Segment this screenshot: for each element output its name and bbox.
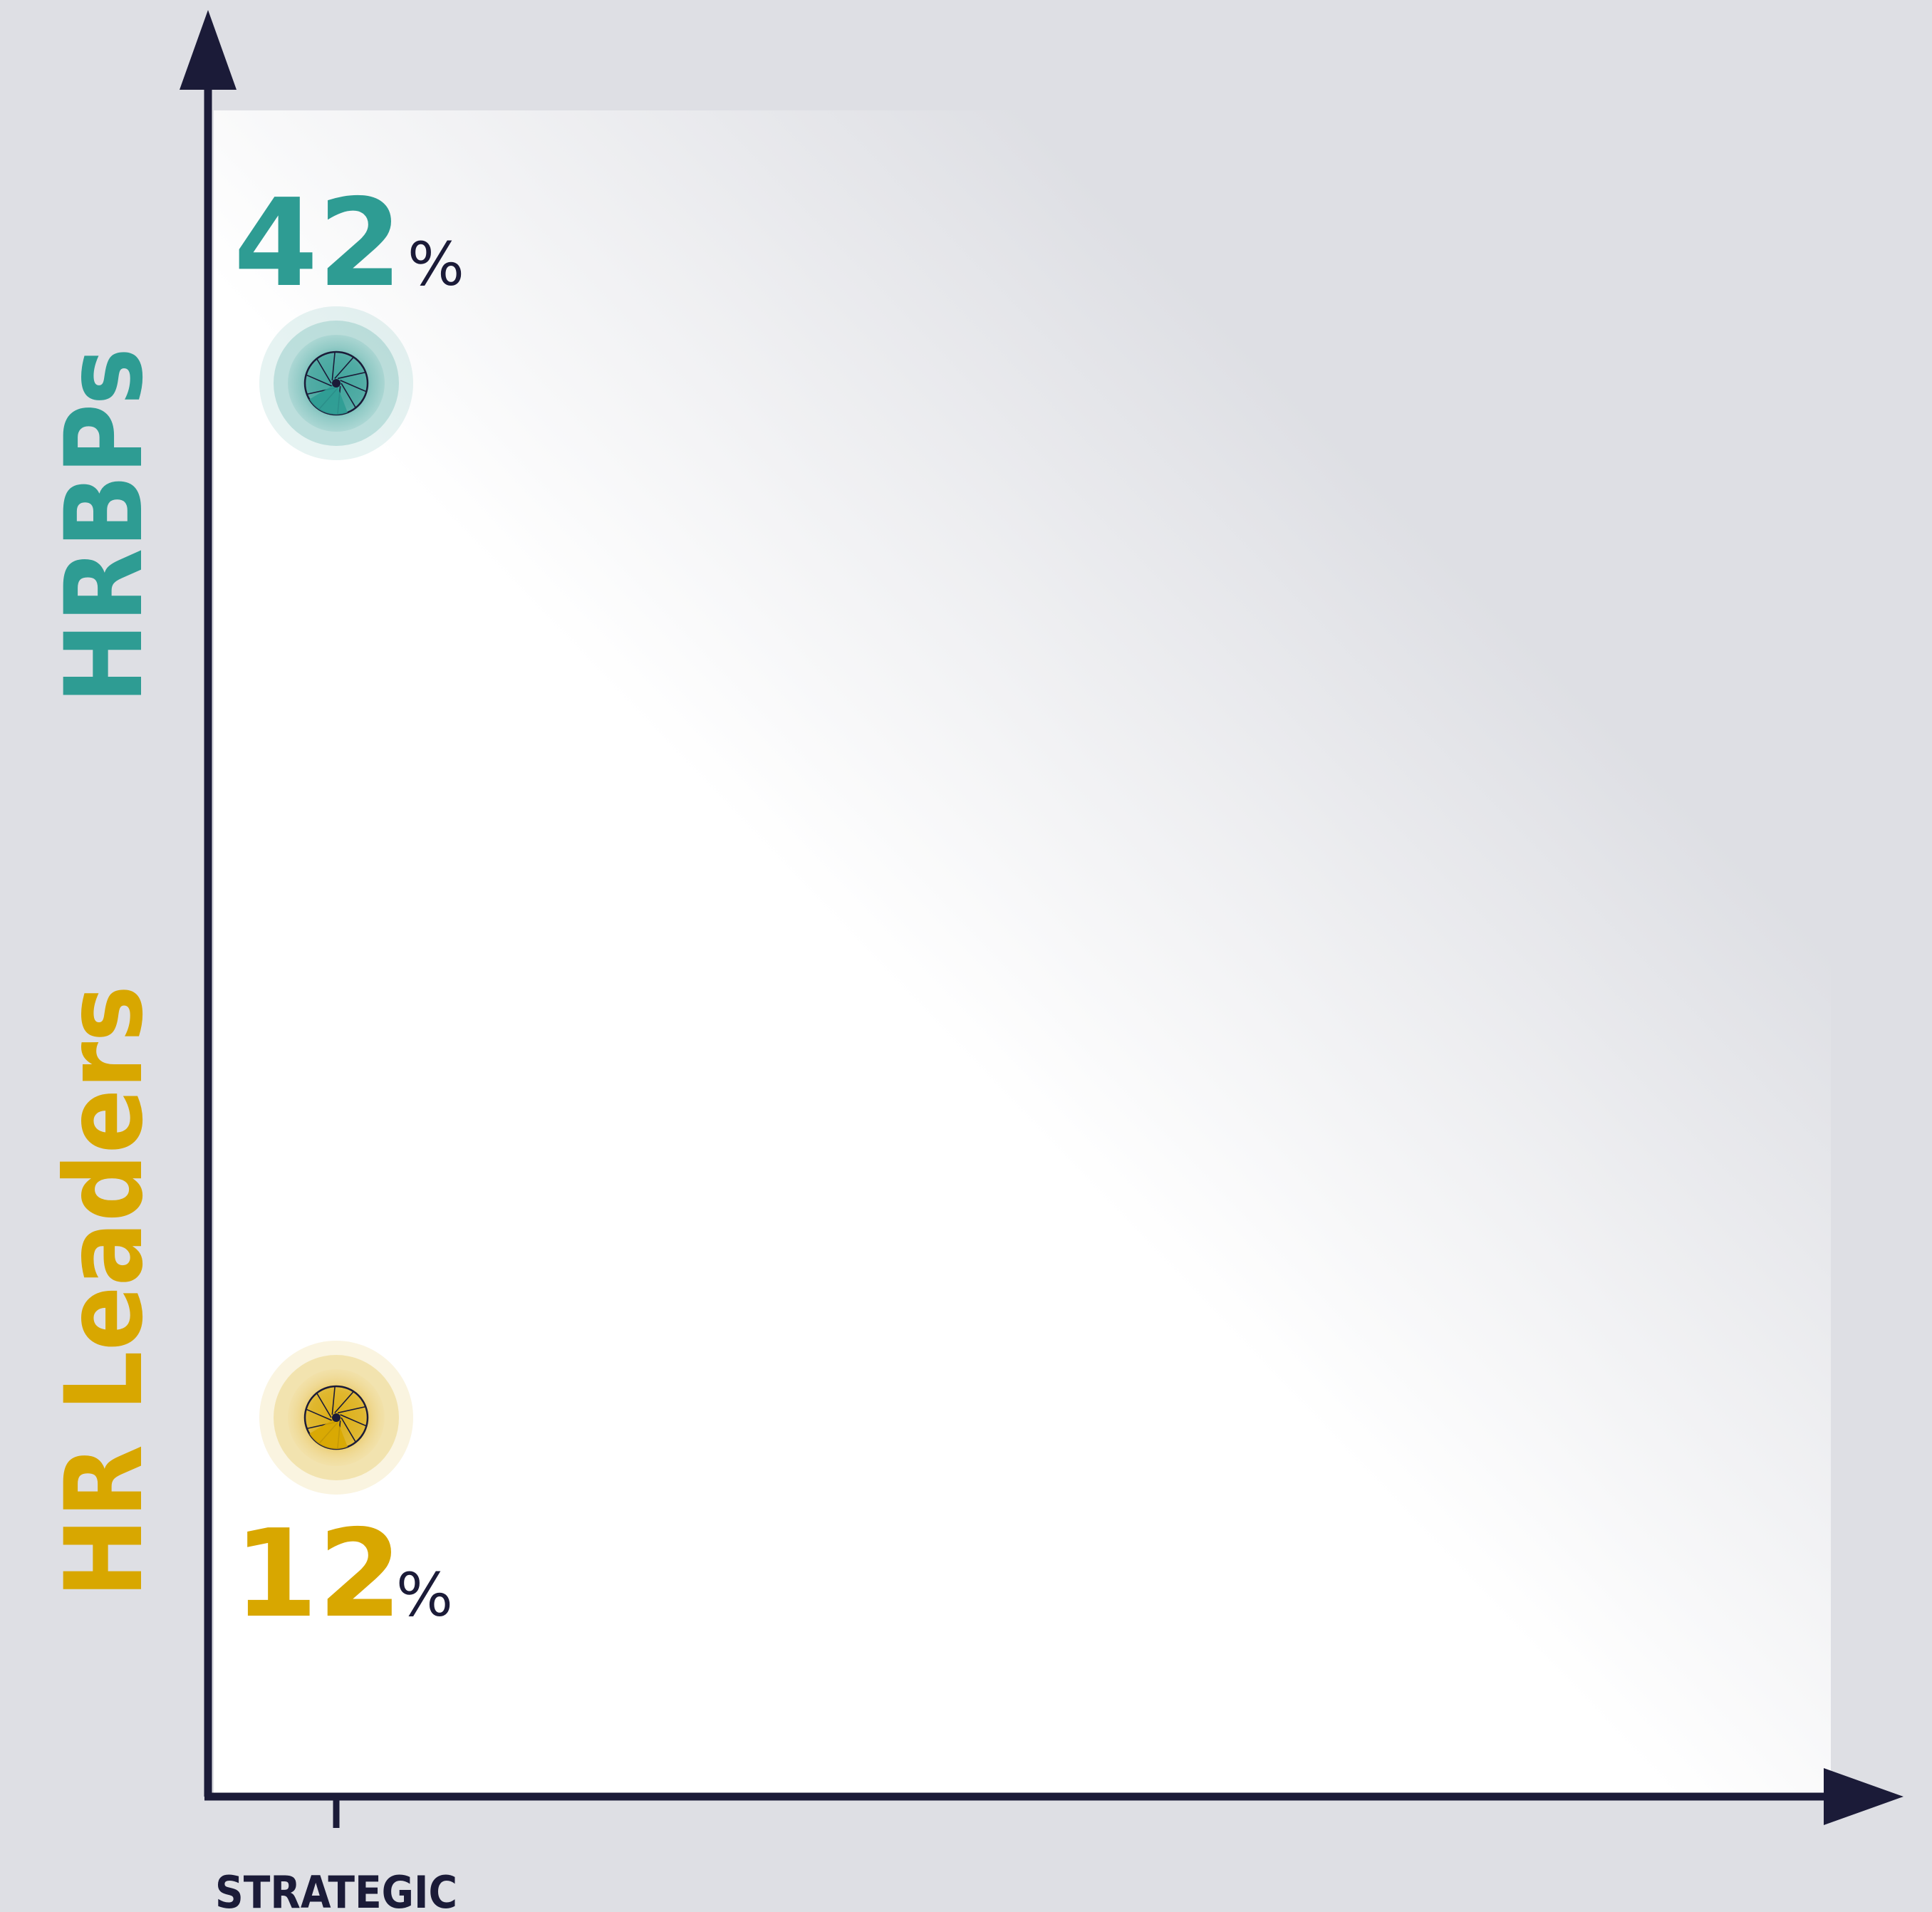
shutter-icon [303, 1385, 369, 1450]
shutter-blade [340, 1414, 367, 1427]
data-point [259, 306, 413, 460]
axes [180, 10, 1904, 1825]
y-axis-arrowhead [180, 10, 237, 90]
shutter-center [332, 379, 341, 388]
plot-panel [214, 110, 1831, 1795]
shutter-blade [334, 1391, 354, 1413]
x-axis-arrowhead [1824, 1768, 1904, 1825]
x-ticks: STRATEGIC [215, 1797, 457, 1912]
data-label-unit: % [407, 229, 464, 299]
shutter-blade [341, 1417, 357, 1443]
shutter-blade [340, 380, 367, 393]
series-label: HR Leaders [43, 985, 167, 1598]
shutter-blade [331, 351, 336, 380]
shutter-blade [337, 371, 366, 380]
shutter-blade-shade [309, 383, 348, 415]
shutter-blade [306, 1408, 333, 1421]
shutter-blade [316, 1393, 332, 1418]
series-label: HRBPs [43, 348, 167, 704]
data-label-value: 12 [234, 1504, 402, 1645]
data-points [259, 306, 413, 1495]
shutter-blade [331, 1386, 336, 1415]
shutter-blade-shade [309, 1418, 348, 1450]
x-tick-label: STRATEGIC [215, 1866, 457, 1912]
data-label-unit: % [396, 1560, 453, 1630]
data-label-value: 42 [234, 173, 402, 314]
shutter-center [332, 1413, 341, 1422]
shutter-blade [316, 358, 332, 384]
shutter-blade [341, 383, 357, 408]
shutter-blade [334, 356, 354, 379]
data-labels: 42 % HRBPs 12% HR Leaders [43, 173, 464, 1645]
shutter-blade [306, 374, 333, 387]
shutter-blade [337, 1406, 366, 1414]
shutter-icon [303, 350, 369, 416]
data-point [259, 1341, 413, 1495]
